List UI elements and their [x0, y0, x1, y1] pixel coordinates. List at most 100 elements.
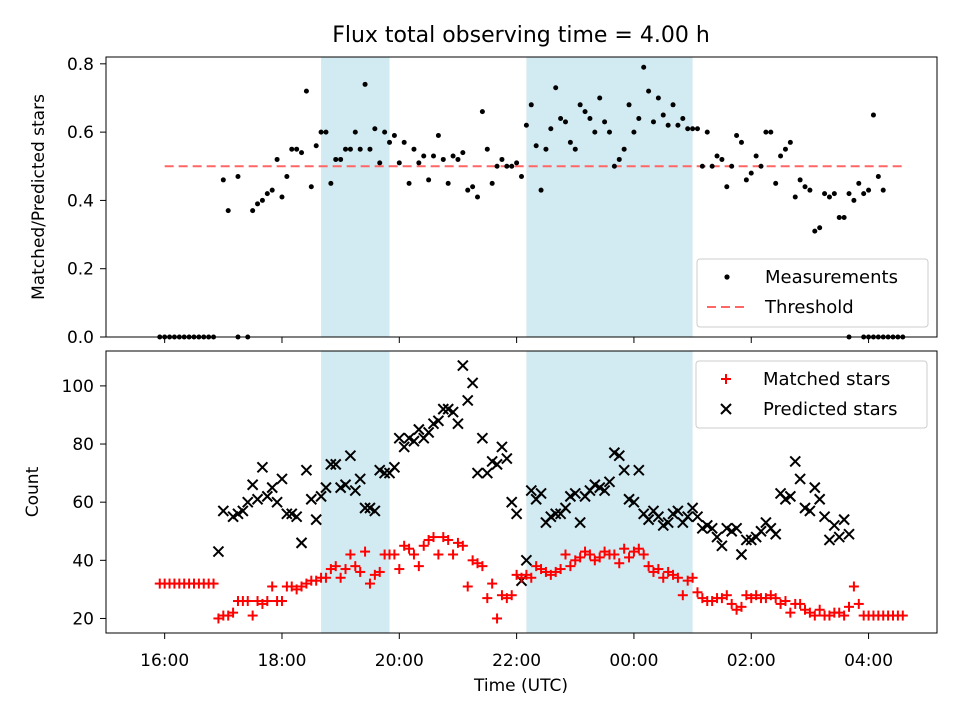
- measurement-point: [455, 156, 461, 162]
- predicted-star-point: [447, 406, 459, 418]
- matched-star-point: [404, 543, 415, 554]
- legend-label-measurements: Measurements: [765, 267, 898, 288]
- measurement-point: [558, 115, 564, 121]
- bottom-shaded-intervals: [321, 351, 693, 633]
- matched-star-point: [619, 543, 630, 554]
- measurement-point: [836, 214, 842, 220]
- measurement-point: [778, 153, 784, 159]
- matched-star-point: [276, 596, 287, 607]
- matched-star-point: [462, 581, 473, 592]
- predicted-star-point: [476, 432, 489, 444]
- measurement-point: [616, 156, 622, 162]
- matched-star-point: [355, 566, 366, 577]
- predicted-star-point: [809, 481, 821, 494]
- matched-star-point: [457, 540, 468, 551]
- matched-star-point: [609, 549, 620, 560]
- predicted-star-point: [691, 511, 704, 523]
- matched-star-point: [345, 549, 356, 560]
- predicted-star-point: [462, 394, 474, 407]
- predicted-star-point: [784, 490, 797, 503]
- measurement-point: [264, 191, 270, 197]
- predicted-star-point: [305, 493, 318, 505]
- measurement-point: [411, 146, 417, 152]
- predicted-star-point: [359, 502, 371, 514]
- measurement-point: [523, 122, 529, 128]
- measurement-point: [738, 139, 744, 145]
- measurement-point: [729, 163, 735, 169]
- matched-star-point: [565, 561, 576, 572]
- predicted-star-point: [276, 473, 288, 485]
- matched-star-point: [839, 610, 850, 621]
- predicted-star-point: [378, 467, 391, 479]
- matched-star-point: [555, 564, 566, 575]
- measurement-point: [650, 119, 656, 125]
- predicted-star-point: [681, 511, 694, 523]
- predicted-star-point: [437, 403, 449, 415]
- matched-star-point: [389, 549, 400, 560]
- matched-star-point: [643, 561, 654, 572]
- predicted-star-point: [408, 435, 420, 447]
- measurement-point: [602, 119, 608, 125]
- matched-star-point: [594, 552, 605, 563]
- measurement-point: [807, 187, 813, 193]
- predicted-star-point: [422, 426, 435, 439]
- predicted-star-point: [432, 415, 445, 427]
- matched-star-point: [448, 549, 459, 560]
- predicted-star-point: [491, 458, 503, 471]
- matched-star-point: [575, 552, 586, 563]
- predicted-star-point: [256, 461, 269, 473]
- measurement-point: [250, 208, 256, 214]
- top-legend: Measurements Threshold: [696, 258, 929, 328]
- matched-star-point: [413, 561, 424, 572]
- predicted-star-point: [789, 455, 801, 468]
- measurement-point: [450, 153, 456, 159]
- top-y-tick-label: 0.4: [67, 191, 94, 211]
- measurement-point: [724, 184, 730, 190]
- predicted-star-point: [237, 505, 249, 517]
- predicted-star-point: [569, 487, 581, 500]
- measurement-point: [748, 170, 754, 176]
- matched-star-point: [360, 546, 371, 557]
- measurement-point: [528, 102, 534, 108]
- predicted-star-point: [662, 516, 674, 529]
- matched-star-point: [653, 564, 664, 575]
- matched-star-point: [677, 590, 688, 601]
- measurement-point: [284, 174, 290, 180]
- matched-star-point: [477, 561, 488, 572]
- measurement-point: [743, 177, 749, 183]
- predicted-star-point: [457, 359, 469, 372]
- predicted-star-point: [598, 484, 611, 497]
- matched-star-point: [624, 552, 635, 563]
- matched-star-point: [433, 549, 444, 560]
- predicted-star-point: [393, 432, 406, 444]
- measurement-point: [636, 115, 642, 121]
- predicted-star-point: [652, 511, 665, 523]
- measurement-point: [567, 139, 573, 145]
- predicted-star-point: [330, 458, 342, 471]
- measurement-point: [694, 126, 700, 132]
- measurement-point: [416, 160, 422, 166]
- measurement-point: [362, 81, 368, 87]
- bottom-y-tick-label: 20: [72, 609, 94, 629]
- x-tick-label: 02:00: [727, 651, 776, 671]
- x-tick-label: 16:00: [140, 651, 189, 671]
- measurement-point: [841, 214, 847, 220]
- matched-star-point: [418, 540, 429, 551]
- legend-marker-matched: [721, 374, 731, 384]
- measurement-point: [323, 129, 329, 135]
- bottom-legend: Matched stars Predicted stars: [695, 360, 928, 429]
- matched-star-point: [443, 534, 454, 545]
- matched-star-point: [340, 564, 351, 575]
- legend-plus-glyph: [721, 374, 731, 384]
- measurement-point: [768, 129, 774, 135]
- bottom-y-tick-label: 100: [62, 377, 94, 397]
- measurement-point: [279, 194, 285, 200]
- measurement-point: [533, 143, 539, 149]
- measurement-point: [626, 102, 632, 108]
- measurement-point: [538, 187, 544, 193]
- matched-star-point: [726, 598, 737, 609]
- measurement-point: [675, 122, 681, 128]
- measurement-point: [333, 156, 339, 162]
- measurement-point: [465, 187, 471, 193]
- predicted-stars-points: [212, 359, 855, 587]
